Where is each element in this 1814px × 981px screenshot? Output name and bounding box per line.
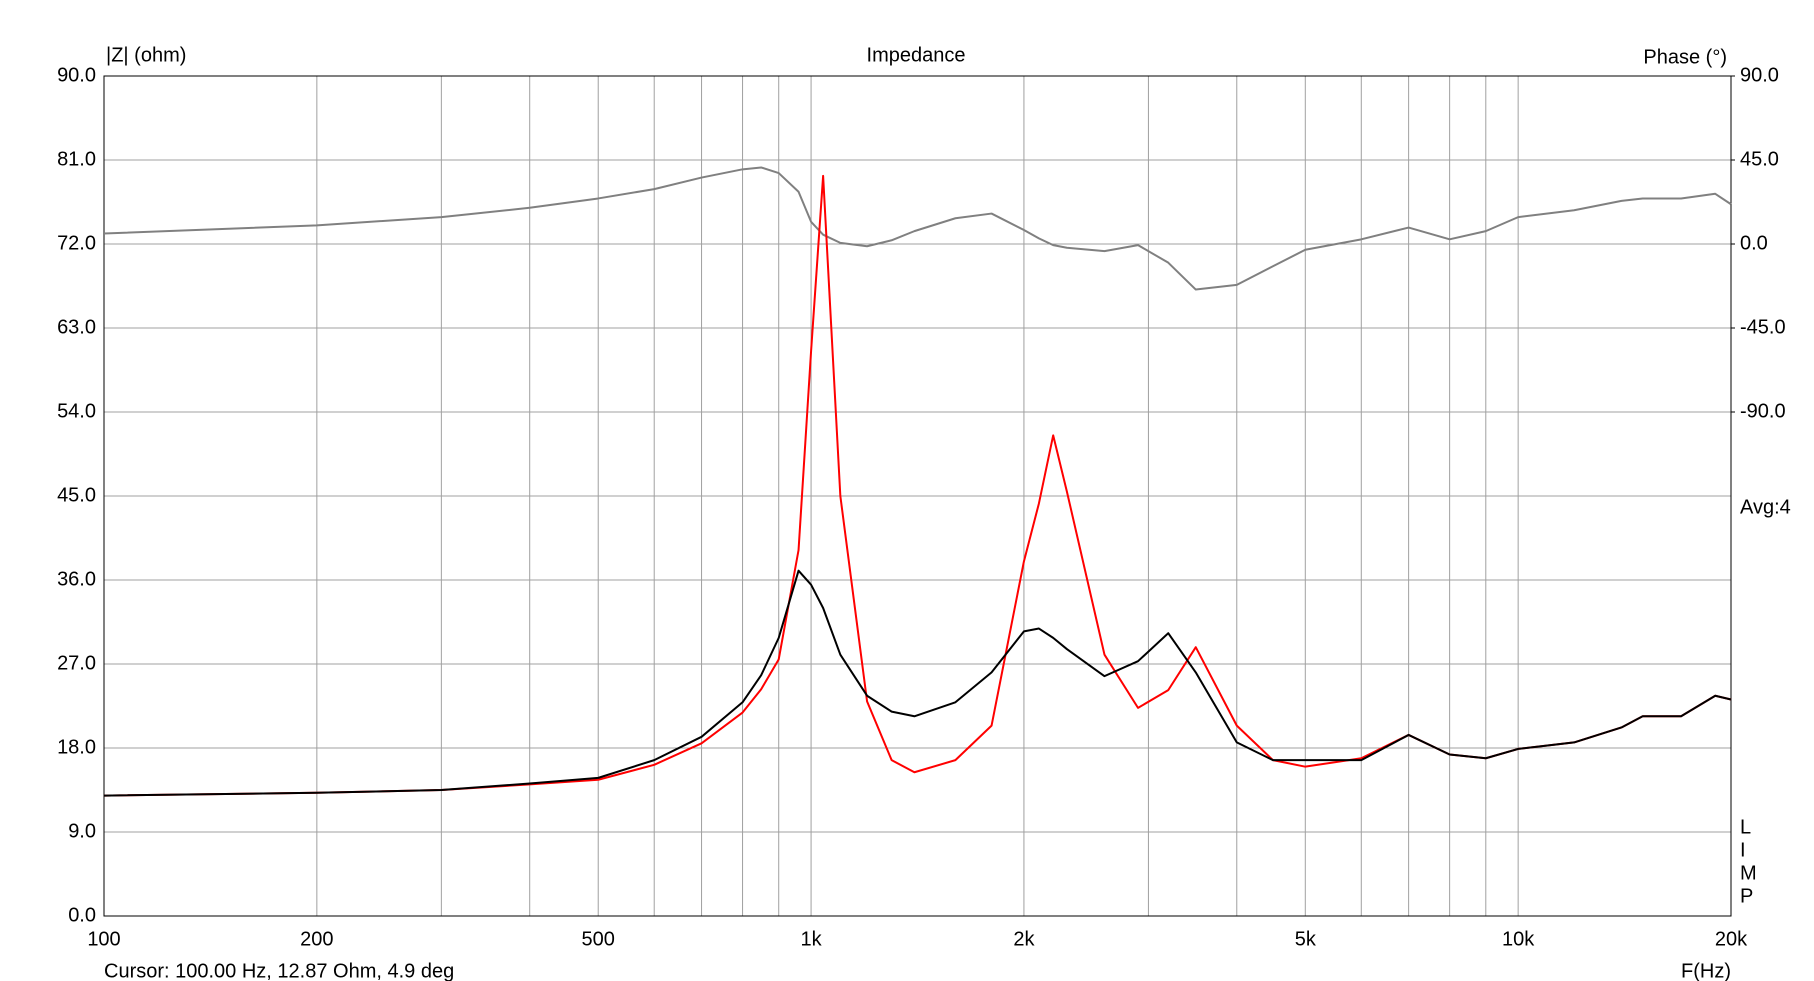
x-tick-label: 2k (1013, 928, 1035, 950)
cursor-readout: Cursor: 100.00 Hz, 12.87 Ohm, 4.9 deg (104, 960, 454, 981)
chart-title: Impedance (867, 44, 966, 66)
x-tick-label: 200 (300, 928, 333, 950)
y-tick-label: 27.0 (57, 652, 96, 674)
y-tick-label: 72.0 (57, 232, 96, 254)
y-tick-label: 0.0 (68, 904, 96, 926)
y-tick-label: 63.0 (57, 316, 96, 338)
x-axis-label: F(Hz) (1681, 960, 1731, 981)
y2-tick-label: -45.0 (1740, 316, 1786, 338)
x-tick-label: 100 (87, 928, 120, 950)
x-tick-label: 20k (1715, 928, 1748, 950)
side-letter: P (1740, 885, 1753, 907)
x-tick-label: 10k (1502, 928, 1535, 950)
y2-tick-label: 45.0 (1740, 148, 1779, 170)
y2-tick-label: 0.0 (1740, 232, 1768, 254)
plot-frame (103, 75, 1732, 917)
annotation: Avg:4 (1740, 496, 1791, 518)
y-tick-label: 36.0 (57, 568, 96, 590)
series-line (103, 569, 1732, 797)
side-letter: L (1740, 816, 1751, 838)
y-tick-label: 90.0 (57, 64, 96, 86)
y-tick-label: 9.0 (68, 820, 96, 842)
x-tick-label: 500 (582, 928, 615, 950)
x-tick-label: 5k (1295, 928, 1317, 950)
x-tick-label: 1k (801, 928, 823, 950)
y-tick-label: 45.0 (57, 484, 96, 506)
series-line (103, 166, 1732, 291)
y2-axis-label: Phase (°) (1643, 46, 1727, 68)
y-tick-label: 18.0 (57, 736, 96, 758)
y-axis-label: |Z| (ohm) (106, 44, 186, 66)
y-tick-label: 54.0 (57, 400, 96, 422)
y2-tick-label: 90.0 (1740, 64, 1779, 86)
side-letter: I (1740, 839, 1746, 861)
y-tick-label: 81.0 (57, 148, 96, 170)
y2-tick-label: -90.0 (1740, 400, 1786, 422)
side-letter: M (1740, 862, 1757, 884)
